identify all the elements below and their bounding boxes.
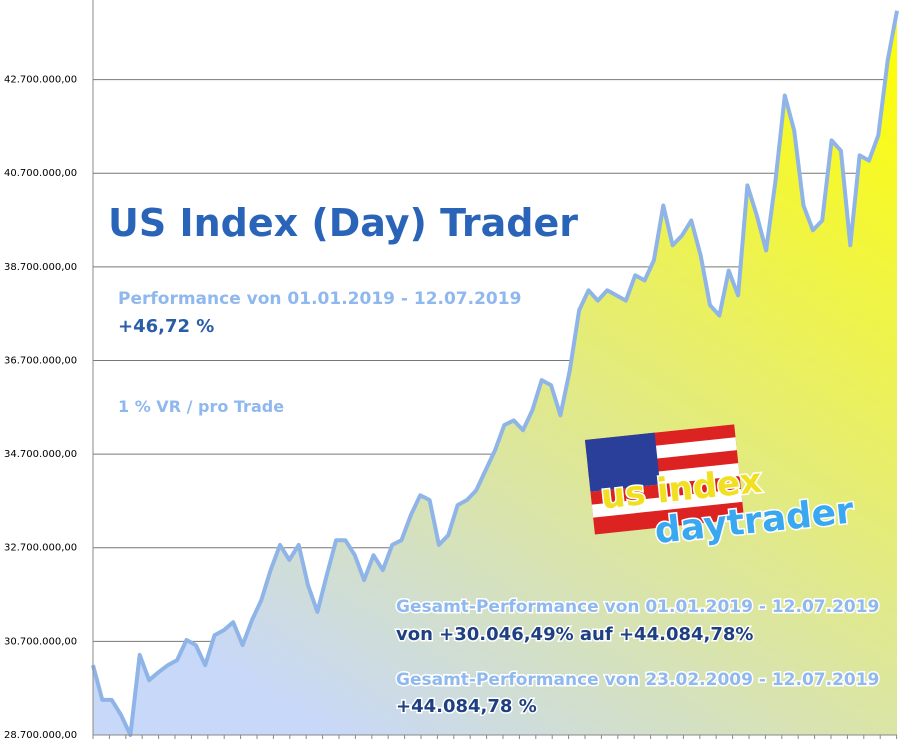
annotation: Gesamt-Performance von 01.01.2019 - 12.0… xyxy=(396,597,879,617)
annotation: 1 % VR / pro Trade xyxy=(118,397,284,416)
flag-canton xyxy=(585,432,661,492)
y-tick-label: 32.700.000,00 xyxy=(4,543,77,554)
annotation: +44.084,78 % xyxy=(396,696,537,717)
annotation: Performance von 01.01.2019 - 12.07.2019 xyxy=(118,289,521,309)
y-tick-label: 28.700.000,00 xyxy=(4,730,77,741)
line xyxy=(91,10,899,737)
chart-title: US Index (Day) Trader xyxy=(108,201,578,245)
y-tick-label: 36.700.000,00 xyxy=(4,355,77,366)
y-tick-label: 40.700.000,00 xyxy=(4,168,77,179)
flag-stripe xyxy=(591,488,743,518)
y-tick-label: 34.700.000,00 xyxy=(4,449,77,460)
annotation: von +30.046,49% auf +44.084,78% xyxy=(396,624,753,645)
y-tick-label: 30.700.000,00 xyxy=(4,636,77,647)
annotation: +46,72 % xyxy=(118,316,214,337)
y-tick-label: 38.700.000,00 xyxy=(4,262,77,273)
y-tick-label: 42.700.000,00 xyxy=(4,75,77,86)
annotation: Gesamt-Performance von 23.02.2009 - 12.0… xyxy=(396,670,879,690)
